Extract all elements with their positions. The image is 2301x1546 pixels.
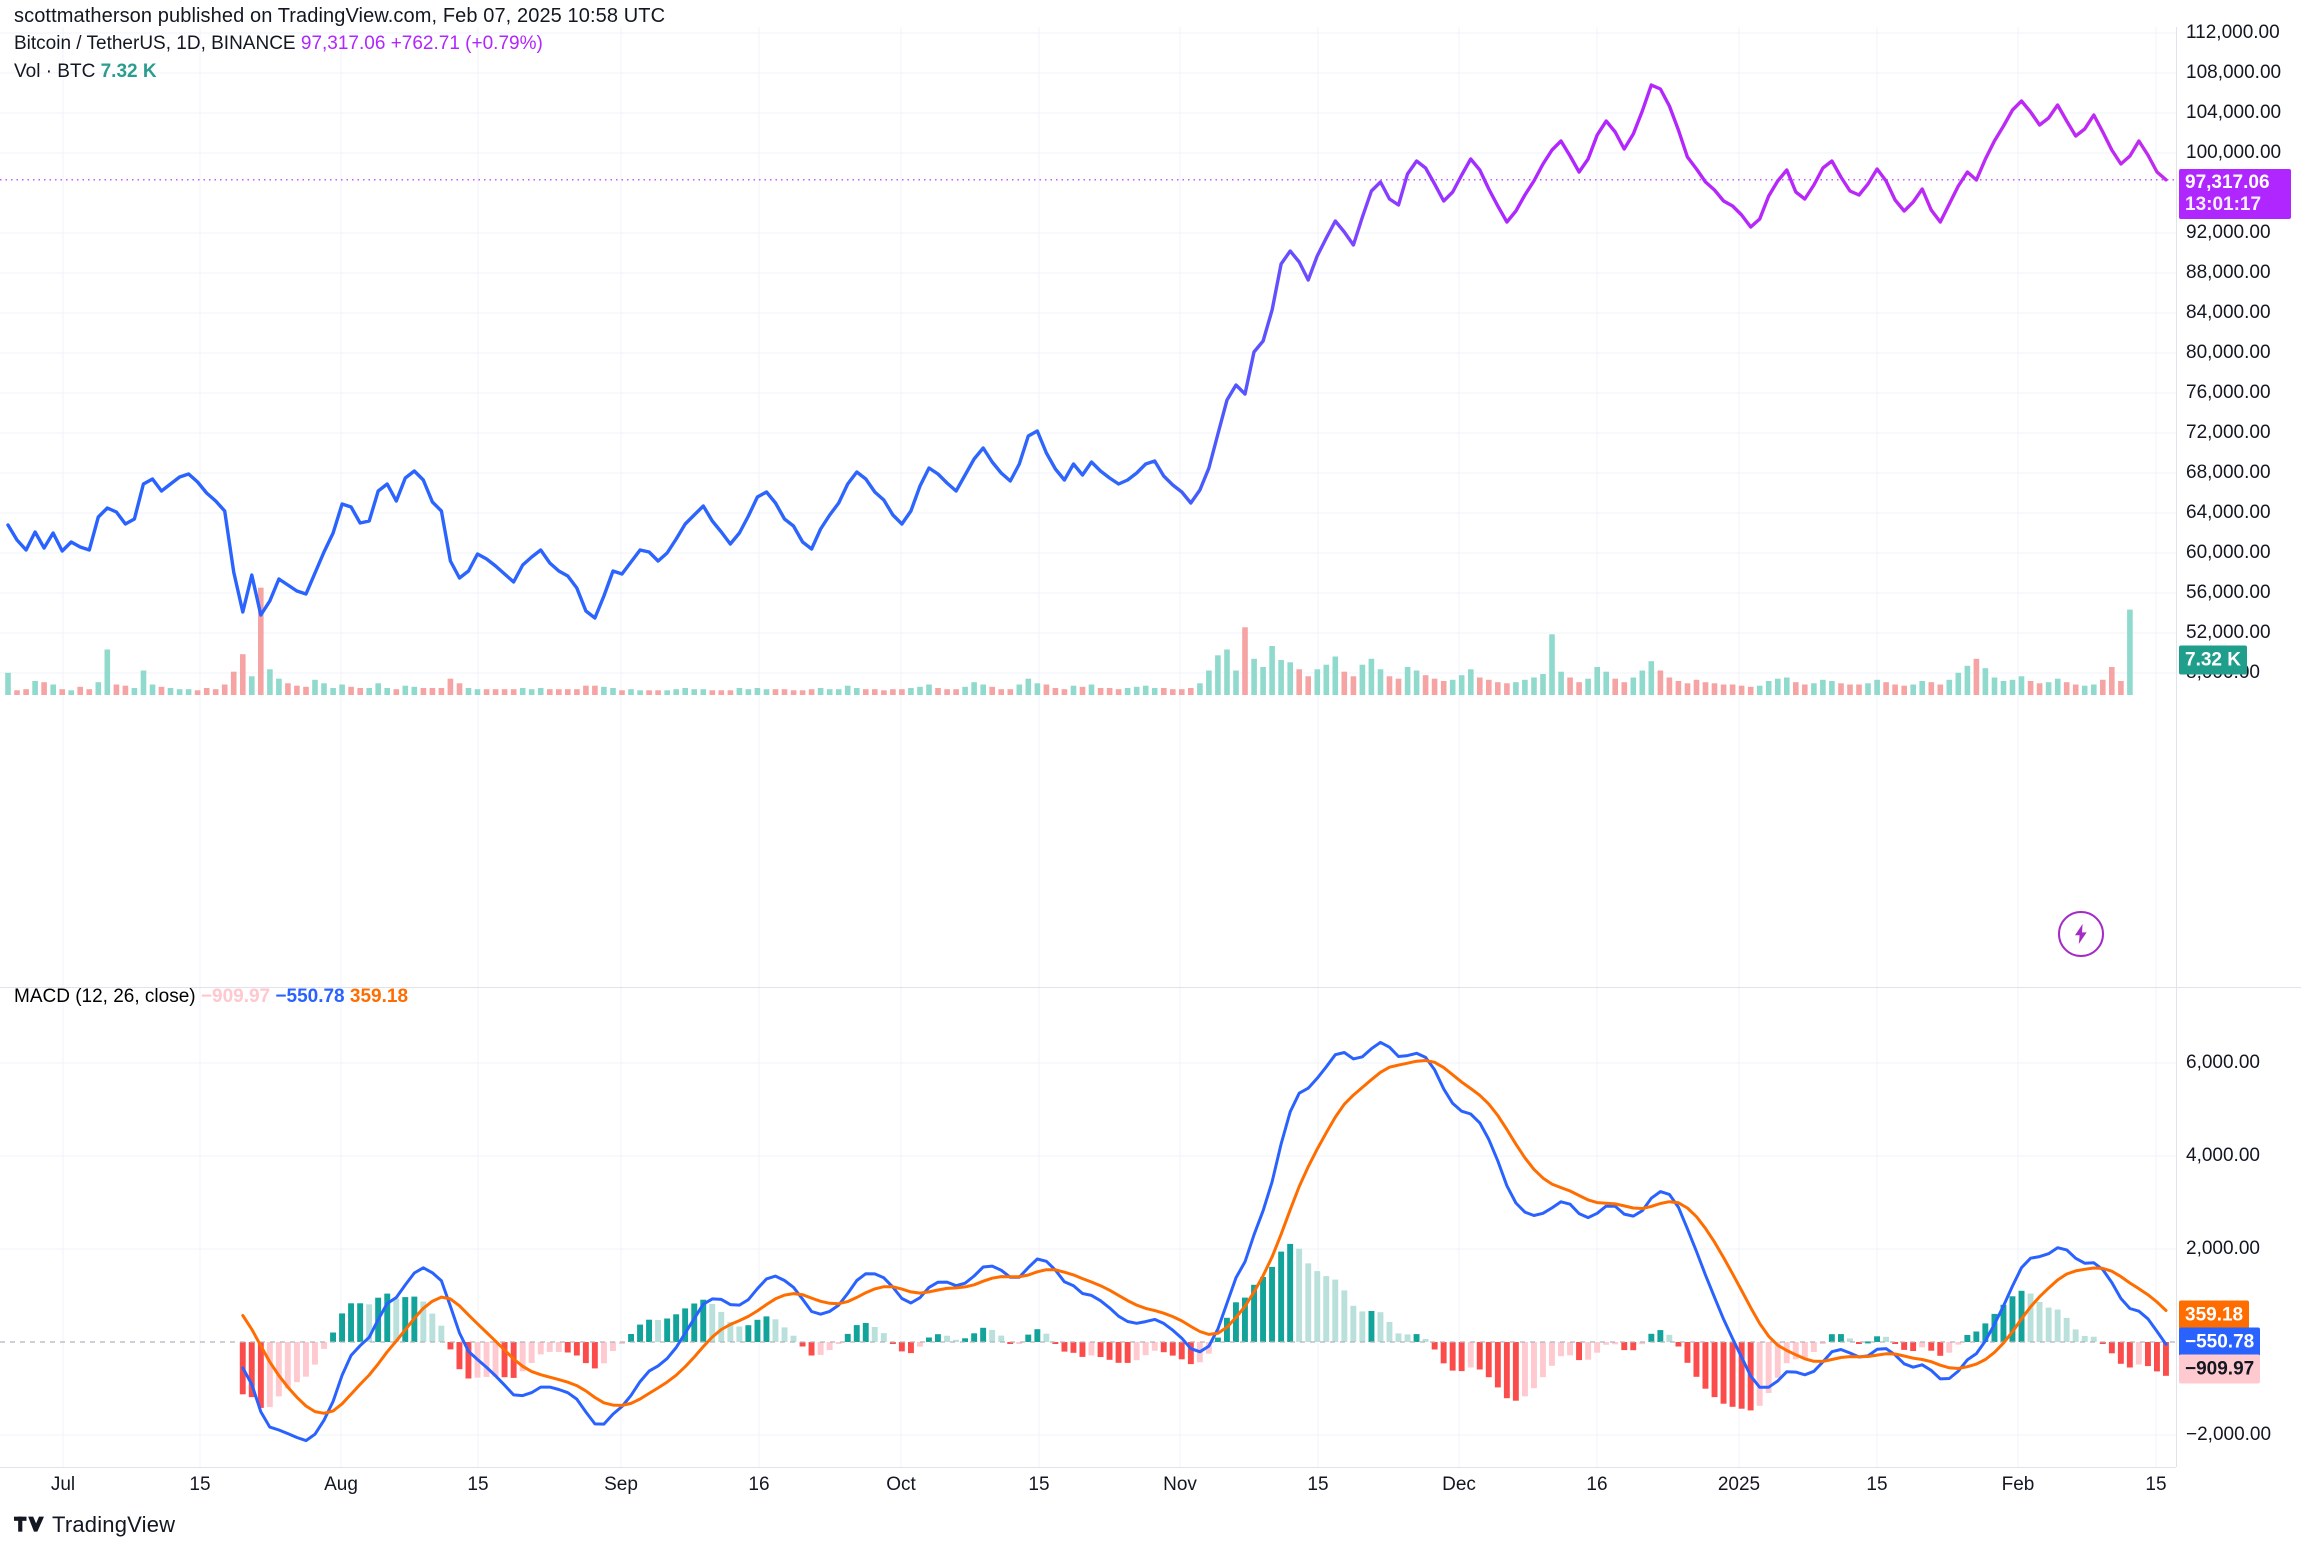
x-tick-label: Nov (1163, 1474, 1197, 1495)
x-tick-label: 15 (1307, 1474, 1329, 1495)
price-pane[interactable]: Bitcoin / TetherUS, 1D, BINANCE 97,317.0… (0, 27, 2176, 987)
y-tick-label: 92,000.00 (2186, 222, 2271, 243)
volume-label[interactable]: Vol · BTC (14, 61, 96, 82)
macd-series-svg (0, 1040, 2176, 1443)
volume-bars (5, 587, 2133, 695)
price-grid (0, 27, 2176, 987)
volume-tag[interactable]: 7.32 K (2179, 645, 2247, 675)
x-tick-label: 15 (467, 1474, 489, 1495)
macd-line-value: −550.78 (275, 986, 345, 1007)
x-tick-label: 16 (748, 1474, 770, 1495)
x-tick-label: 15 (1028, 1474, 1050, 1495)
macd-histogram (239, 1243, 2169, 1411)
macd-legend: MACD (12, 26, close) −909.97 −550.78 359… (14, 986, 408, 1008)
x-tick-label: Sep (604, 1474, 638, 1495)
y-tick-label: 60,000.00 (2186, 542, 2271, 563)
x-tick-label: Aug (324, 1474, 358, 1495)
chart-canvas[interactable]: Bitcoin / TetherUS, 1D, BINANCE 97,317.0… (0, 27, 2176, 1467)
y-tick-label: 4,000.00 (2186, 1145, 2260, 1166)
pane-divider[interactable] (0, 987, 2176, 988)
realtime-lightning-icon[interactable] (2058, 911, 2104, 957)
y-tick-label: 84,000.00 (2186, 302, 2271, 323)
x-tick-label: 2025 (1717, 1474, 1761, 1495)
y-tick-label: 52,000.00 (2186, 622, 2271, 643)
last-price-tag[interactable]: 97,317.06 13:01:17 (2179, 169, 2291, 219)
last-price-value: 97,317.06 (300, 33, 386, 54)
tradingview-logo-text: TradingView (52, 1512, 176, 1537)
y-tick-label: 76,000.00 (2186, 382, 2271, 403)
time-scale[interactable]: Jul 15 Aug 15 Sep 16 Oct 15 Nov 15 Dec 1… (0, 1467, 2176, 1507)
y-tick-label: 80,000.00 (2186, 342, 2271, 363)
symbol-label[interactable]: Bitcoin / TetherUS, 1D, BINANCE (14, 33, 296, 54)
price-legend: Bitcoin / TetherUS, 1D, BINANCE 97,317.0… (14, 31, 543, 85)
macd-line (241, 1040, 2168, 1443)
macd-title[interactable]: MACD (12, 26, close) (14, 986, 196, 1007)
lightning-bolt-glyph (2075, 924, 2087, 944)
y-tick-label: 64,000.00 (2186, 502, 2271, 523)
signal-tag[interactable]: 359.18 (2179, 1300, 2250, 1330)
y-tick-label: 6,000.00 (2186, 1052, 2260, 1073)
x-tick-label: 15 (1866, 1474, 1888, 1495)
y-tick-label: 2,000.00 (2186, 1238, 2260, 1259)
scale-divider (2177, 987, 2301, 988)
bar-countdown: 13:01:17 (2185, 194, 2262, 215)
last-price-tag-value: 97,317.06 (2185, 172, 2270, 193)
x-tick-label: 15 (2145, 1474, 2167, 1495)
y-tick-label: −2,000.00 (2186, 1424, 2272, 1445)
y-tick-label: 72,000.00 (2186, 422, 2271, 443)
y-tick-label: 112,000.00 (2186, 22, 2280, 43)
tradingview-logo[interactable]: TradingView (14, 1512, 175, 1538)
x-tick-label: Oct (886, 1474, 916, 1495)
x-tick-label: Dec (1442, 1474, 1476, 1495)
y-tick-label: 56,000.00 (2186, 582, 2271, 603)
macd-tag[interactable]: −550.78 (2179, 1327, 2261, 1357)
volume-value: 7.32 K (100, 61, 157, 82)
x-tick-label: Feb (2001, 1474, 2035, 1495)
x-tick-label: 15 (189, 1474, 211, 1495)
macd-grid (0, 988, 2176, 1467)
y-tick-label: 100,000.00 (2186, 142, 2282, 163)
y-tick-label: 68,000.00 (2186, 462, 2271, 483)
histogram-tag[interactable]: −909.97 (2179, 1354, 2261, 1384)
x-tick-label: Jul (50, 1474, 76, 1495)
macd-hist-value: −909.97 (200, 986, 271, 1007)
price-change-value: +762.71 (+0.79%) (390, 33, 543, 54)
price-line (6, 83, 2168, 620)
y-tick-label: 104,000.00 (2186, 102, 2282, 123)
x-tick-label: 16 (1586, 1474, 1608, 1495)
tradingview-logo-icon (14, 1516, 44, 1532)
price-scale[interactable]: 112,000.00 108,000.00 104,000.00 100,000… (2176, 22, 2301, 1467)
y-tick-label: 88,000.00 (2186, 262, 2271, 283)
attribution-text: scottmatherson published on TradingView.… (14, 5, 666, 27)
macd-pane[interactable]: MACD (12, 26, close) −909.97 −550.78 359… (0, 986, 2176, 1467)
price-series-svg (0, 83, 2176, 695)
y-tick-label: 108,000.00 (2186, 62, 2282, 83)
signal-line (241, 1059, 2168, 1415)
macd-signal-value: 359.18 (349, 986, 409, 1007)
